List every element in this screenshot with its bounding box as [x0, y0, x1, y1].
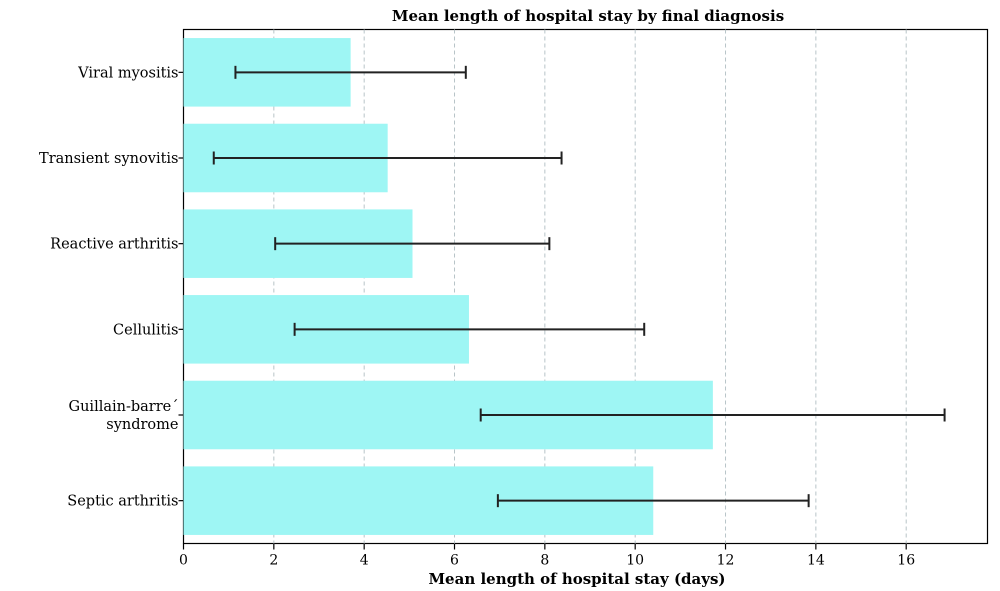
x-tick-label: 10 — [626, 553, 644, 569]
x-tick-label: 6 — [450, 553, 459, 569]
x-axis-label: Mean length of hospital stay (days) — [428, 570, 725, 588]
x-tick-label: 4 — [360, 553, 369, 569]
grid-lines — [273, 29, 907, 544]
y-category-label: syndrome — [106, 417, 178, 433]
y-category-label: Viral myositis — [77, 65, 178, 81]
x-tick-label: 16 — [897, 553, 915, 569]
y-axis-labels: Viral myositis Transient synovitis Reactiv… — [39, 65, 184, 510]
y-category-label: Septic arthritis — [67, 494, 178, 510]
x-tick-label: 12 — [717, 553, 735, 569]
bars — [183, 38, 713, 535]
chart-title: Mean length of hospital stay by final di… — [392, 7, 784, 25]
y-category-label: Reactive arthritis — [50, 237, 178, 253]
x-tick-label: 0 — [179, 553, 188, 569]
y-category-label: Transient synovitis — [39, 151, 178, 167]
y-category-label: Cellulitis — [113, 322, 178, 338]
x-tick-label: 2 — [269, 553, 278, 569]
error-bars — [212, 65, 946, 508]
x-tick-label: 14 — [807, 553, 825, 569]
x-tick-label: 8 — [540, 553, 549, 569]
plot-area — [182, 28, 989, 545]
x-axis-ticks: 0 2 4 6 8 10 12 14 16 — [179, 543, 915, 569]
y-category-label: Guillain-barre´ — [69, 399, 179, 415]
